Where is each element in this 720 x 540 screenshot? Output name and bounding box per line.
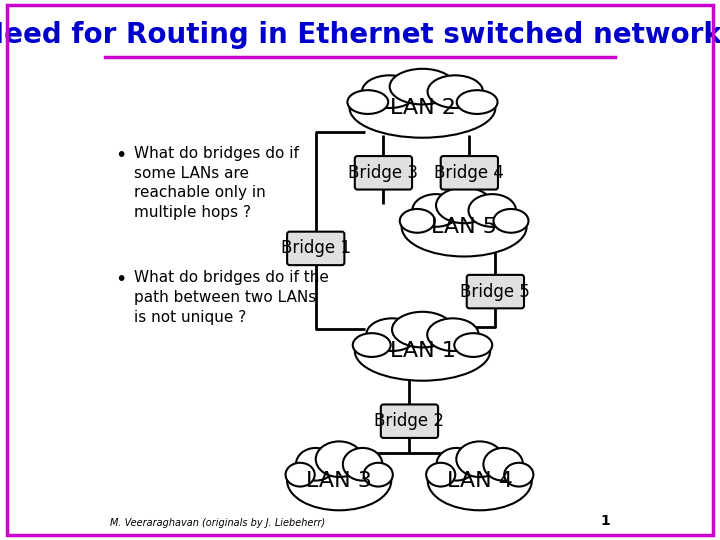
Text: Bridge 4: Bridge 4 — [434, 164, 504, 182]
Text: Bridge 1: Bridge 1 — [281, 239, 351, 258]
Text: •: • — [115, 146, 127, 165]
Ellipse shape — [456, 90, 498, 114]
Ellipse shape — [402, 197, 526, 256]
Ellipse shape — [413, 194, 460, 227]
Ellipse shape — [469, 194, 516, 227]
FancyBboxPatch shape — [441, 156, 498, 190]
Ellipse shape — [286, 463, 315, 487]
Ellipse shape — [355, 321, 490, 381]
Ellipse shape — [427, 319, 479, 351]
Ellipse shape — [493, 209, 528, 233]
Text: Bridge 5: Bridge 5 — [460, 282, 531, 301]
Ellipse shape — [392, 312, 453, 347]
Text: What do bridges do if the
path between two LANs
is not unique ?: What do bridges do if the path between t… — [133, 270, 328, 325]
Ellipse shape — [350, 78, 495, 138]
Text: What do bridges do if
some LANs are
reachable only in
multiple hops ?: What do bridges do if some LANs are reac… — [133, 146, 298, 220]
FancyBboxPatch shape — [467, 275, 524, 308]
Ellipse shape — [353, 333, 391, 357]
FancyBboxPatch shape — [355, 156, 412, 190]
Text: LAN 4: LAN 4 — [447, 470, 513, 491]
Text: Bridge 2: Bridge 2 — [374, 412, 444, 430]
Ellipse shape — [316, 441, 363, 477]
Ellipse shape — [456, 441, 503, 477]
Ellipse shape — [364, 463, 393, 487]
Ellipse shape — [428, 75, 483, 108]
Ellipse shape — [296, 448, 336, 481]
Text: LAN 1: LAN 1 — [390, 341, 456, 361]
Ellipse shape — [426, 463, 455, 487]
Text: 1: 1 — [600, 514, 610, 528]
Ellipse shape — [436, 187, 492, 223]
Ellipse shape — [390, 69, 455, 104]
Text: LAN 2: LAN 2 — [390, 98, 456, 118]
Ellipse shape — [483, 448, 523, 481]
Text: Need for Routing in Ethernet switched networks: Need for Routing in Ethernet switched ne… — [0, 21, 720, 49]
Ellipse shape — [504, 463, 534, 487]
Ellipse shape — [454, 333, 492, 357]
FancyBboxPatch shape — [381, 404, 438, 438]
Ellipse shape — [428, 451, 532, 510]
Text: Bridge 3: Bridge 3 — [348, 164, 418, 182]
Ellipse shape — [348, 90, 388, 114]
Ellipse shape — [287, 451, 391, 510]
Ellipse shape — [362, 75, 418, 108]
Ellipse shape — [343, 448, 382, 481]
Ellipse shape — [436, 448, 476, 481]
FancyBboxPatch shape — [287, 232, 344, 265]
Text: M. Veeraraghavan (originals by J. Liebeherr): M. Veeraraghavan (originals by J. Liebeh… — [110, 518, 325, 528]
Ellipse shape — [400, 209, 435, 233]
Text: LAN 3: LAN 3 — [306, 470, 372, 491]
Text: •: • — [115, 270, 127, 289]
Text: LAN 5: LAN 5 — [431, 217, 497, 237]
Ellipse shape — [366, 319, 418, 351]
